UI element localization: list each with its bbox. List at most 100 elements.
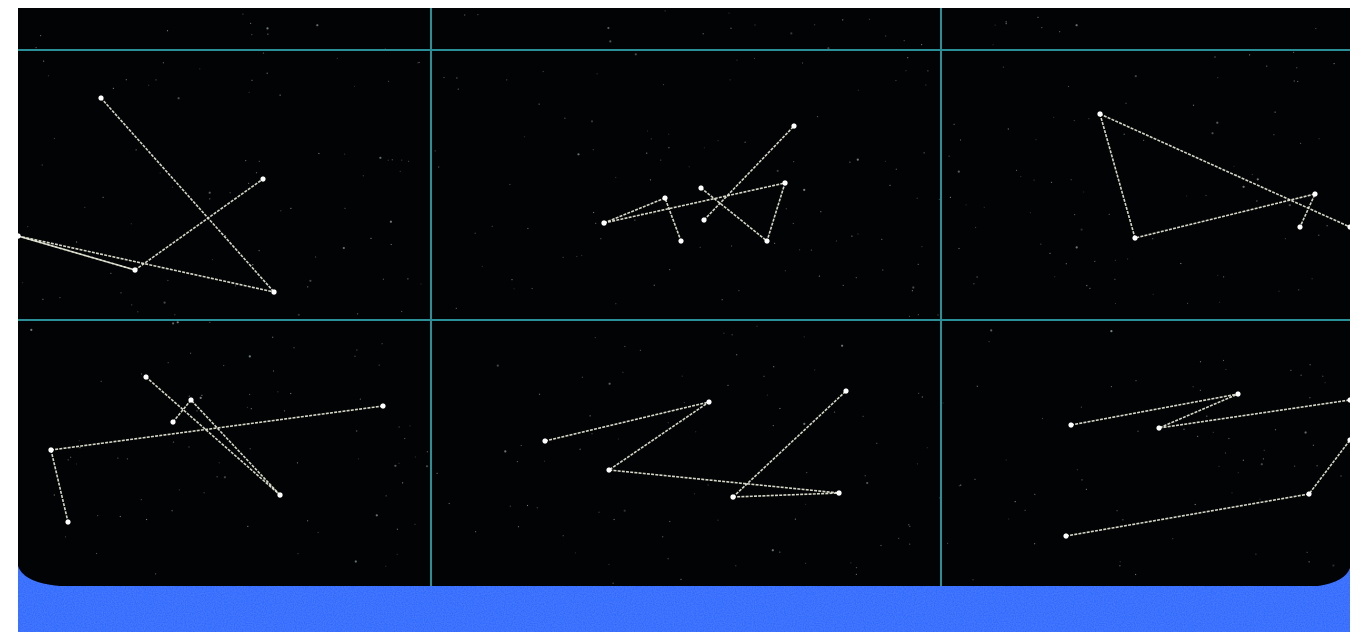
dust-speck bbox=[908, 315, 911, 317]
constellation-line bbox=[100, 97, 275, 293]
dust-speck bbox=[506, 79, 508, 81]
dust-speck bbox=[680, 578, 682, 581]
dust-speck bbox=[1318, 234, 1320, 236]
dust-speck bbox=[1309, 364, 1311, 366]
dust-speck bbox=[885, 35, 887, 37]
dust-speck bbox=[359, 398, 361, 400]
dust-speck bbox=[576, 255, 578, 258]
dust-speck bbox=[1298, 289, 1300, 291]
dust-speck bbox=[252, 264, 254, 266]
dust-speck bbox=[1070, 179, 1072, 181]
dust-speck bbox=[209, 321, 211, 323]
star-node bbox=[782, 180, 788, 186]
dust-speck bbox=[201, 394, 203, 396]
dust-speck bbox=[925, 84, 927, 86]
dust-speck bbox=[615, 176, 617, 179]
dust-speck bbox=[117, 457, 119, 459]
dust-speck bbox=[842, 284, 844, 286]
dust-speck bbox=[1256, 178, 1259, 181]
dust-speck bbox=[216, 476, 218, 478]
dust-speck bbox=[624, 345, 626, 348]
dust-speck bbox=[842, 19, 844, 21]
dust-speck bbox=[1324, 382, 1326, 384]
dust-speck bbox=[784, 270, 787, 272]
dust-speck bbox=[344, 153, 346, 155]
dust-speck bbox=[543, 460, 546, 462]
dust-speck bbox=[387, 159, 389, 161]
dust-speck bbox=[912, 286, 915, 289]
dust-speck bbox=[1037, 16, 1039, 18]
dust-speck bbox=[973, 283, 975, 285]
dust-speck bbox=[250, 22, 252, 24]
dust-speck bbox=[523, 136, 526, 138]
dust-speck bbox=[520, 444, 522, 447]
dust-speck bbox=[717, 140, 719, 142]
dust-speck bbox=[909, 525, 911, 528]
dust-speck bbox=[42, 298, 44, 300]
dust-speck bbox=[402, 482, 404, 484]
dust-speck bbox=[639, 349, 642, 351]
dust-speck bbox=[1005, 23, 1007, 25]
dust-speck bbox=[1180, 262, 1182, 265]
dust-speck bbox=[177, 97, 180, 100]
dust-speck bbox=[1002, 66, 1005, 68]
dust-speck bbox=[738, 290, 740, 292]
dust-speck bbox=[688, 166, 690, 168]
dust-speck bbox=[579, 448, 581, 450]
dust-speck bbox=[318, 152, 320, 155]
dust-speck bbox=[1008, 518, 1010, 520]
dust-speck bbox=[574, 552, 577, 554]
star-node bbox=[836, 490, 842, 496]
dust-speck bbox=[396, 553, 398, 556]
dust-speck bbox=[1217, 274, 1219, 276]
dust-speck bbox=[70, 456, 72, 458]
dust-speck bbox=[307, 286, 309, 288]
constellation-bottom-left bbox=[48, 374, 386, 525]
dust-speck bbox=[612, 582, 614, 584]
dust-speck bbox=[166, 30, 169, 32]
dust-speck bbox=[389, 220, 392, 223]
dust-speck bbox=[623, 509, 626, 512]
dust-speck bbox=[255, 172, 258, 174]
dust-speck bbox=[889, 184, 891, 186]
dust-speck bbox=[477, 14, 479, 16]
star-node bbox=[1132, 235, 1138, 241]
dust-speck bbox=[1034, 493, 1036, 495]
dust-speck bbox=[249, 393, 251, 396]
star-node bbox=[98, 95, 104, 101]
dust-speck bbox=[426, 451, 428, 453]
dust-speck bbox=[609, 40, 612, 43]
dust-speck bbox=[188, 395, 190, 397]
dust-speck bbox=[1143, 139, 1145, 141]
dust-speck bbox=[958, 247, 960, 250]
dust-speck bbox=[856, 158, 859, 161]
dust-speck bbox=[868, 18, 871, 20]
dust-speck bbox=[948, 155, 950, 157]
star-node bbox=[48, 447, 54, 453]
dust-speck bbox=[1233, 165, 1235, 167]
dust-speck bbox=[617, 438, 620, 440]
dust-speck bbox=[974, 478, 976, 480]
dust-speck bbox=[806, 472, 808, 474]
dust-speck bbox=[40, 35, 42, 37]
dust-speck bbox=[126, 458, 128, 460]
dust-speck bbox=[155, 79, 157, 81]
dust-speck bbox=[960, 484, 962, 486]
dust-speck bbox=[135, 149, 137, 151]
dust-speck bbox=[130, 223, 132, 225]
dust-speck bbox=[855, 567, 858, 569]
dust-speck bbox=[1122, 519, 1124, 521]
dust-speck bbox=[1080, 406, 1082, 408]
dust-speck bbox=[851, 235, 853, 237]
dust-speck bbox=[199, 68, 201, 70]
dust-speck bbox=[983, 206, 985, 208]
dust-speck bbox=[425, 465, 429, 468]
dust-speck bbox=[866, 481, 869, 485]
dust-speck bbox=[1034, 543, 1036, 545]
dust-speck bbox=[209, 198, 211, 200]
dust-speck bbox=[353, 85, 356, 87]
dust-speck bbox=[234, 285, 237, 287]
dust-speck bbox=[1218, 301, 1221, 303]
dust-speck bbox=[799, 249, 801, 251]
dust-speck bbox=[1076, 469, 1078, 471]
